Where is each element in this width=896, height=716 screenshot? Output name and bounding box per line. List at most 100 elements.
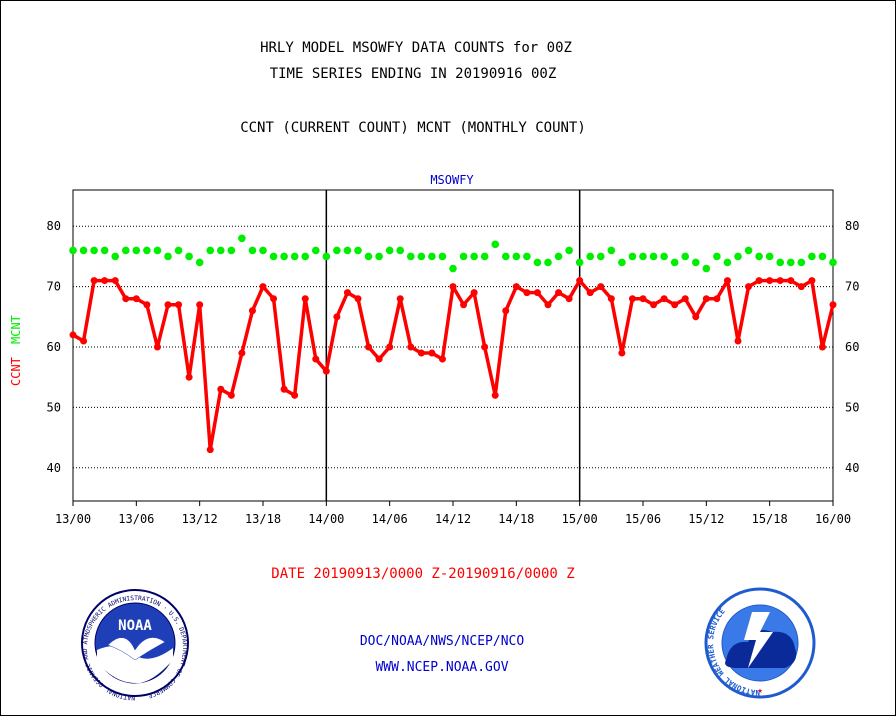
y-tick-label-right-50: 50 [845, 400, 859, 414]
point-mcnt-2 [90, 246, 98, 255]
point-mcnt-12 [195, 258, 204, 267]
point-mcnt-51 [607, 246, 616, 255]
point-mcnt-33 [417, 252, 426, 261]
chart-title-line2: TIME SERIES ENDING IN 20190916 00Z [270, 66, 557, 82]
y-tick-label-right-80: 80 [845, 219, 859, 233]
point-mcnt-19 [269, 252, 278, 261]
point-ccnt-5 [122, 295, 130, 303]
point-mcnt-34 [428, 252, 436, 261]
point-ccnt-40 [491, 391, 499, 399]
point-mcnt-14 [216, 246, 225, 255]
point-ccnt-45 [544, 301, 552, 309]
x-tick-label-66: 15/18 [752, 512, 788, 526]
point-ccnt-48 [576, 277, 584, 285]
point-mcnt-8 [153, 246, 162, 255]
point-mcnt-59 [691, 258, 700, 267]
point-ccnt-31 [396, 295, 404, 303]
point-mcnt-35 [438, 252, 447, 261]
point-mcnt-16 [238, 234, 246, 243]
x-tick-labels: 13/00 13/06 13/12 13/18 14/00 14/06 14/12 14/18… [55, 501, 851, 526]
point-ccnt-66 [766, 277, 774, 285]
point-ccnt-27 [354, 295, 362, 303]
point-mcnt-3 [100, 246, 109, 255]
y-tick-label-left-80: 80 [47, 219, 61, 233]
point-ccnt-54 [639, 295, 647, 303]
point-ccnt-42 [512, 283, 520, 291]
point-ccnt-26 [343, 289, 351, 297]
point-mcnt-13 [206, 246, 215, 255]
point-mcnt-63 [734, 252, 742, 261]
y-tick-label-right-40: 40 [845, 461, 859, 475]
x-tick-label-0: 13/00 [55, 512, 91, 526]
point-ccnt-11 [185, 373, 193, 381]
point-mcnt-57 [670, 258, 679, 267]
point-mcnt-55 [649, 252, 658, 261]
chart-subtitle: CCNT (CURRENT COUNT) MCNT (MONTHLY COUNT… [240, 120, 586, 136]
y-axis-label-ccnt: CCNT [9, 357, 23, 386]
point-ccnt-0 [69, 331, 77, 339]
point-ccnt-29 [375, 355, 383, 363]
point-ccnt-37 [460, 301, 468, 309]
point-ccnt-51 [607, 295, 615, 303]
point-ccnt-47 [565, 295, 573, 303]
x-tick-label-60: 15/12 [688, 512, 724, 526]
point-mcnt-70 [808, 252, 816, 261]
point-mcnt-56 [660, 252, 668, 261]
x-tick-label-72: 16/00 [815, 512, 851, 526]
point-mcnt-50 [596, 252, 605, 261]
nws-logo: ★ NATIONAL WEATHER SERVICE [704, 587, 816, 699]
x-tick-label-36: 14/12 [435, 512, 471, 526]
point-mcnt-18 [259, 246, 267, 255]
point-ccnt-20 [280, 385, 288, 393]
point-mcnt-65 [755, 252, 763, 261]
point-mcnt-11 [185, 252, 193, 261]
point-ccnt-53 [628, 295, 636, 303]
point-mcnt-32 [406, 252, 415, 261]
point-ccnt-61 [713, 295, 721, 303]
point-mcnt-24 [322, 252, 331, 261]
point-mcnt-52 [618, 258, 626, 267]
point-mcnt-53 [628, 252, 637, 261]
point-ccnt-70 [808, 277, 816, 285]
point-mcnt-67 [776, 258, 785, 267]
point-ccnt-43 [523, 289, 531, 297]
point-ccnt-4 [111, 277, 119, 285]
point-mcnt-28 [364, 252, 373, 261]
x-tick-label-18: 13/18 [245, 512, 281, 526]
date-range-label: DATE 20190913/0000 Z-20190916/0000 Z [271, 566, 574, 582]
plot-title: MSOWFY [430, 173, 474, 187]
point-ccnt-36 [449, 283, 457, 291]
point-mcnt-38 [470, 252, 478, 261]
point-ccnt-69 [797, 283, 805, 291]
point-ccnt-15 [227, 391, 235, 399]
noaa-logo: NOAA NATIONAL OCEANIC AND ATMOSPHERIC AD… [81, 589, 189, 701]
point-mcnt-58 [681, 252, 690, 261]
y-tick-label-left-50: 50 [47, 400, 61, 414]
point-mcnt-20 [280, 252, 288, 261]
chart-title-line1: HRLY MODEL MSOWFY DATA COUNTS for 00Z [260, 40, 572, 56]
point-mcnt-46 [554, 252, 563, 261]
point-ccnt-56 [660, 295, 668, 303]
x-tick-label-42: 14/18 [498, 512, 534, 526]
point-ccnt-49 [586, 289, 594, 297]
point-ccnt-21 [291, 391, 299, 399]
point-mcnt-48 [575, 258, 584, 267]
point-mcnt-54 [639, 252, 647, 261]
point-ccnt-57 [671, 301, 679, 309]
point-mcnt-66 [765, 252, 774, 261]
point-mcnt-39 [480, 252, 489, 261]
x-tick-label-30: 14/06 [372, 512, 408, 526]
point-ccnt-60 [702, 295, 710, 303]
grid-lines [73, 225, 833, 469]
point-ccnt-3 [101, 277, 109, 285]
point-mcnt-23 [311, 246, 320, 255]
point-ccnt-9 [164, 301, 172, 309]
point-mcnt-49 [586, 252, 595, 261]
point-ccnt-23 [312, 355, 320, 363]
point-ccnt-39 [481, 343, 489, 351]
series-line-ccnt [72, 278, 835, 452]
point-mcnt-4 [111, 252, 120, 261]
y-tick-label-right-70: 70 [845, 280, 859, 294]
point-ccnt-44 [533, 289, 541, 297]
